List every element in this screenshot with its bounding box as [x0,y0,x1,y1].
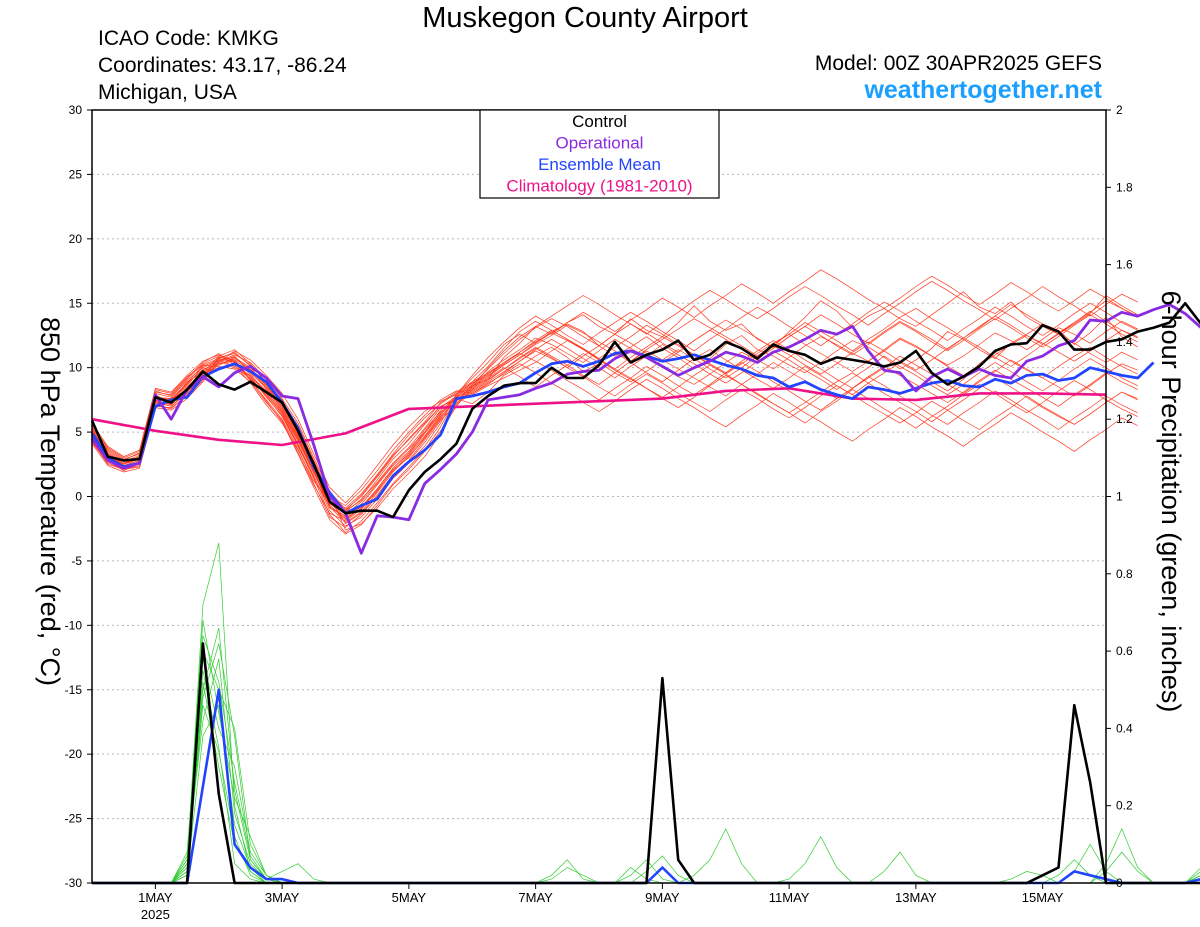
member-temp-line [91,320,1138,534]
member-precip-line [92,635,1200,884]
x-tick-label: 3MAY [265,890,300,905]
member-precip-line [92,670,1200,884]
chart-title: Muskegon County Airport [422,2,748,34]
y-tick-label: -25 [65,812,83,826]
axes: 302520151050-5-10-15-20-25-3021.81.61.41… [35,103,1186,922]
x-tick-label: 11MAY [769,890,810,905]
x-tick-label: 13MAY [895,890,937,905]
y-tick-label: -15 [65,683,83,697]
y2-tick-label: 0.8 [1116,567,1133,581]
primary-series-lines [90,301,1200,885]
y2-axis-title: 6-hour Precipitation (green, inches) [1156,291,1186,713]
legend-box [479,109,720,199]
y2-tick-label: 2 [1116,103,1123,117]
member-temp-line [91,300,1138,513]
member-precip-line [92,658,1200,884]
climatology-temp-line [91,386,1107,447]
member-temp-line [91,291,1138,521]
legend-entry: Ensemble Mean [538,155,661,174]
y2-tick-label: 1 [1116,490,1123,504]
y-tick-label: 15 [69,296,83,310]
y-tick-label: -20 [65,747,83,761]
member-precip-line [92,542,1200,884]
coordinates: Coordinates: 43.17, -86.24 [98,54,347,77]
x-tick-label: 5MAY [392,890,427,905]
y2-tick-label: 1.6 [1116,258,1133,272]
y-tick-label: 20 [69,232,83,246]
member-precip-line [92,650,1200,884]
y-tick-label: 10 [69,361,83,375]
member-precip-line [92,658,1200,884]
y2-tick-label: 0.4 [1116,721,1133,735]
icao-code: ICAO Code: KMKG [98,27,279,50]
grid [92,173,1106,820]
y-tick-label: 0 [75,490,82,504]
y-tick-label: -30 [65,876,83,890]
y-tick-label: -5 [71,554,82,568]
member-temp-line [91,333,1138,515]
y-tick-label: -10 [65,618,83,632]
member-temp-line [91,301,1138,522]
y-tick-label: 30 [69,103,83,117]
legend-entry: Operational [556,134,644,153]
legend-entry: Climatology (1981-2010) [506,177,692,196]
ensemble-member-precip-lines [92,542,1200,884]
control-temp-line [90,301,1200,519]
y2-tick-label: 1.8 [1116,180,1133,194]
legend-entry: Control [572,112,627,131]
model-run: Model: 00Z 30APR2025 GEFS [814,52,1102,75]
x-tick-label: 9MAY [645,890,680,905]
site-link[interactable]: weathertogether.net [864,76,1102,104]
member-temp-line [91,350,1138,525]
member-temp-line [91,280,1138,535]
member-temp-line [91,353,1138,506]
mean-precip-line [92,688,1200,885]
y2-tick-label: 0.6 [1116,644,1133,658]
member-precip-line [92,627,1200,884]
y-tick-label: 25 [69,167,83,181]
operational-temp-line [90,303,1200,555]
member-precip-line [92,681,1200,884]
y2-tick-label: 1.2 [1116,412,1133,426]
year-label: 2025 [141,907,170,922]
member-temp-line [91,314,1138,519]
x-tick-label: 7MAY [518,890,553,905]
member-temp-line [91,329,1138,509]
y2-tick-label: 1.4 [1116,335,1133,349]
member-temp-line [91,269,1138,523]
member-precip-line [92,620,1200,884]
legend: Control Operational Ensemble Mean Climatolo… [479,109,720,199]
y-axis-title: 850 hPa Temperature (red, °C) [35,317,65,686]
y2-tick-label: 0 [1116,876,1123,890]
control-precip-line [92,642,1200,885]
member-precip-line [92,643,1200,884]
region: Michigan, USA [98,81,237,104]
x-tick-label: 1MAY [138,890,173,905]
member-temp-line [91,316,1138,527]
x-tick-label: 15MAY [1022,890,1064,905]
y-tick-label: 5 [75,425,82,439]
y2-tick-label: 0.2 [1116,799,1133,813]
